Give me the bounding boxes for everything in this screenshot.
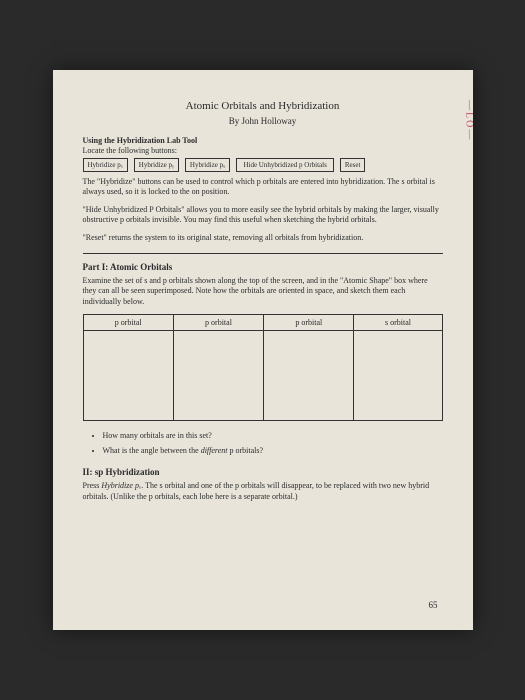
table-header-cell: s orbital — [354, 315, 442, 331]
press-button-name: Hybridize pₓ — [101, 481, 141, 490]
hybridize-px-button: Hybridize pₓ — [83, 158, 128, 172]
question-item: How many orbitals are in this set? — [103, 431, 443, 440]
simulator-button-row: Hybridize pₓ Hybridize pᵧ Hybridize pᵤ H… — [83, 158, 443, 172]
reset-button: Reset — [340, 158, 366, 172]
sketch-cell — [83, 331, 173, 421]
part-1-intro: Examine the set of s and p orbitals show… — [83, 276, 443, 307]
part-1-title: Part I: Atomic Orbitals — [83, 262, 443, 272]
page-number: 65 — [429, 600, 438, 610]
tool-para-1: The "Hybridize" buttons can be used to c… — [83, 177, 443, 198]
page-edge-marking: —LO— — [464, 100, 473, 141]
document-page: —LO— Atomic Orbitals and Hybridization B… — [53, 70, 473, 630]
table-header-cell: p orbital — [264, 315, 354, 331]
table-header-cell: p orbital — [83, 315, 173, 331]
document-title: Atomic Orbitals and Hybridization — [83, 100, 443, 112]
table-header-cell: p orbital — [173, 315, 263, 331]
hybridize-py-button: Hybridize pᵧ — [134, 158, 179, 172]
question-2-text: What is the angle between the different … — [103, 446, 264, 455]
section-divider — [83, 253, 443, 254]
question-item: What is the angle between the different … — [103, 446, 443, 455]
document-author: By John Holloway — [83, 116, 443, 126]
orbital-sketch-table: p orbital p orbital p orbital s orbital — [83, 314, 443, 421]
locate-text: Locate the following buttons: — [83, 146, 443, 155]
press-label: Press — [83, 481, 102, 490]
part-2-text: Press Hybridize pₓ. The s orbital and on… — [83, 481, 443, 502]
sketch-cell — [264, 331, 354, 421]
para1-text: The "Hybridize" buttons can be used to c… — [83, 177, 386, 186]
hybridize-pz-button: Hybridize pᵤ — [185, 158, 231, 172]
sketch-cell — [354, 331, 442, 421]
hide-unhybridized-button: Hide Unhybridized p Orbitals — [236, 158, 333, 172]
part-2-title: II: sp Hybridization — [83, 467, 443, 477]
question-list: How many orbitals are in this set? What … — [103, 431, 443, 455]
tool-para-4: "Reset" returns the system to its origin… — [83, 233, 443, 243]
sketch-cell — [173, 331, 263, 421]
tool-section-heading: Using the Hybridization Lab Tool — [83, 136, 443, 145]
tool-para-3: "Hide Unhybridized P Orbitals" allows yo… — [83, 205, 443, 226]
